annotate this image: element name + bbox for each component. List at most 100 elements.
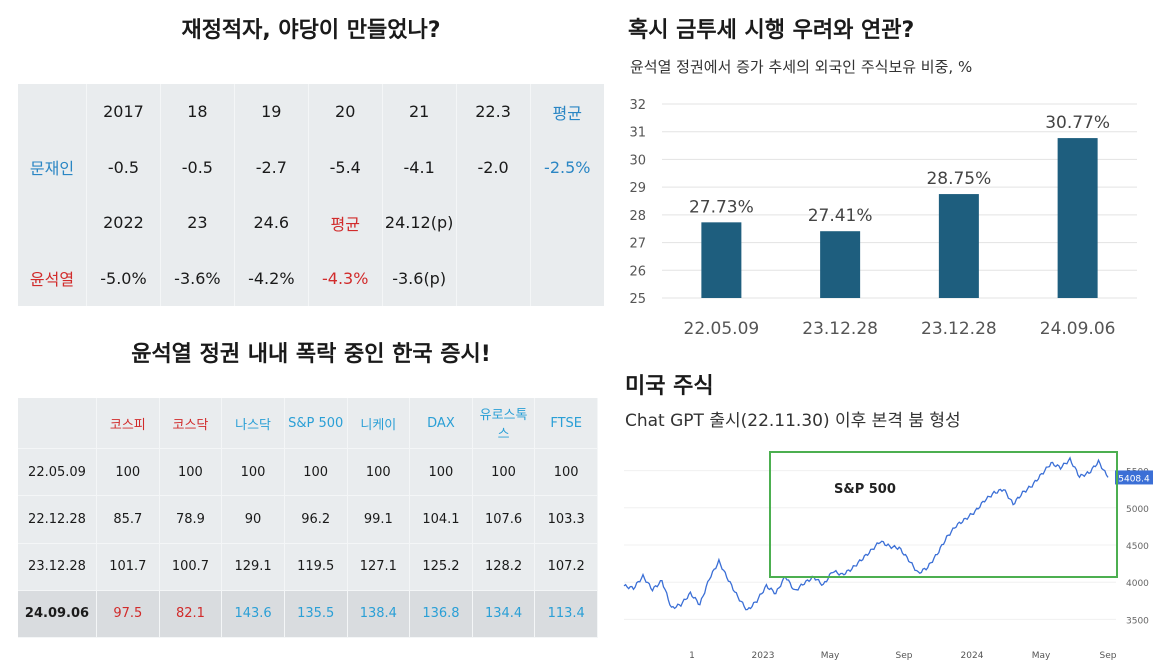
deficit-cell: 2017: [86, 84, 161, 140]
market-header-cell: FTSE: [534, 398, 598, 449]
market-cell: 107.2: [534, 543, 598, 591]
deficit-cell: -5.4: [308, 139, 383, 195]
market-cell: 119.5: [284, 543, 348, 591]
deficit-cell: -2.0: [456, 139, 531, 195]
bar-ytick-label: 25: [629, 292, 646, 307]
deficit-row: 2017 18 19 20 21 22.3 평균: [18, 84, 604, 140]
bar-ytick-label: 29: [629, 181, 646, 196]
deficit-row: 윤석열 -5.0% -3.6% -4.2% -4.3% -3.6(p): [18, 250, 604, 306]
market-cell: 113.4: [534, 590, 598, 639]
market-header-row: 코스피 코스닥 나스닥 S&P 500 니케이 DAX 유로스톡스 FTSE: [18, 398, 598, 449]
deficit-table: 2017 18 19 20 21 22.3 평균 문재인 -0.5 -0.5 -2.7 -5.4 -4.…: [18, 84, 604, 306]
bar: [1057, 138, 1098, 298]
market-cell: 100: [409, 448, 473, 497]
deficit-cell: 2022: [86, 195, 161, 251]
market-header-cell: DAX: [409, 398, 473, 449]
market-header-cell: 유로스톡스: [472, 398, 536, 449]
market-cell: 135.5: [284, 590, 348, 639]
deficit-cell: -5.0%: [86, 250, 161, 306]
deficit-cell: -3.6%: [160, 250, 235, 306]
bar: [820, 231, 861, 298]
bar-chart: 32 31 30 29 28 27 26 25 27.73% 22.05.09 27.41% 23.1…: [629, 98, 1137, 339]
market-cell: 107.6: [472, 495, 536, 544]
deficit-row: 2022 23 24.6 평균 24.12(p): [18, 195, 604, 251]
deficit-cell: [18, 84, 87, 140]
line-xtick-label: May: [821, 651, 840, 661]
bar-value-label: 30.77%: [1045, 113, 1110, 133]
market-header-cell: S&P 500: [284, 398, 348, 449]
market-cell: 104.1: [409, 495, 473, 544]
deficit-cell: 평균: [308, 195, 383, 251]
market-row: 24.09.06 97.5 82.1 143.6 135.5 138.4 136.8 134.…: [18, 590, 598, 639]
bar-ytick-label: 26: [629, 264, 646, 279]
bar-ytick-label: 31: [629, 126, 646, 141]
bar-ytick-label: 28: [629, 209, 646, 224]
line-ytick-label: 5000: [1126, 505, 1149, 515]
market-row: 23.12.28 101.7 100.7 129.1 119.5 127.1 125.2 12…: [18, 543, 598, 591]
bar-ytick-label: 27: [629, 237, 646, 252]
market-cell: 100: [347, 448, 411, 497]
market-cell: 129.1: [221, 543, 285, 591]
market-cell: 100: [534, 448, 598, 497]
deficit-cell: -2.7: [234, 139, 309, 195]
bar-chart-subtitle: 윤석열 정권에서 증가 추세의 외국인 주식보유 비중, %: [630, 58, 973, 76]
market-cell: 85.7: [96, 495, 160, 544]
market-cell: 23.12.28: [18, 543, 97, 591]
line-xtick-label: Sep: [1100, 651, 1117, 661]
deficit-cell: 24.6: [234, 195, 309, 251]
market-title: 윤석열 정권 내내 폭락 중인 한국 증시!: [131, 342, 491, 367]
deficit-cell: 문재인: [18, 139, 87, 195]
market-header-cell: [18, 398, 97, 449]
line-chart-subtitle: Chat GPT 출시(22.11.30) 이후 본격 붐 형성: [625, 411, 961, 431]
market-cell: 138.4: [347, 590, 411, 639]
deficit-cell: 평균: [552, 103, 582, 123]
market-header-cell: 코스피: [96, 398, 160, 449]
deficit-cell: 24.12(p): [382, 195, 457, 251]
market-cell: 22.05.09: [18, 448, 97, 497]
deficit-cell: 20: [308, 84, 383, 140]
bar-chart-title: 혹시 금투세 시행 우려와 연관?: [628, 18, 915, 43]
last-value-label: 5408.4: [1118, 474, 1150, 484]
market-cell: 143.6: [221, 590, 285, 639]
line-xtick-label: May: [1032, 651, 1051, 661]
line-chart-bg: [618, 448, 1156, 662]
market-cell: 103.3: [534, 495, 598, 544]
series-label: S&P 500: [834, 482, 896, 497]
bar: [938, 194, 979, 298]
market-cell: 96.2: [284, 495, 348, 544]
deficit-cell: [456, 250, 531, 306]
line-ytick-label: 4000: [1126, 579, 1149, 589]
deficit-cell: -3.6(p): [382, 250, 457, 306]
market-cell: 100: [159, 448, 223, 497]
market-header-cell: 나스닥: [221, 398, 285, 449]
bar-xtick-label: 23.12.28: [921, 319, 997, 339]
market-row: 22.05.09 100 100 100 100 100 100 100 100: [18, 448, 598, 497]
line-xtick-label: 1: [689, 651, 695, 661]
deficit-cell: [456, 195, 531, 251]
market-cell: 100: [221, 448, 285, 497]
market-cell: 128.2: [472, 543, 536, 591]
deficit-cell: -2.5%: [544, 157, 591, 177]
market-cell: 100: [472, 448, 536, 497]
deficit-cell: -4.2%: [234, 250, 309, 306]
line-ytick-label: 4500: [1126, 542, 1149, 552]
market-cell: 127.1: [347, 543, 411, 591]
market-cell: 22.12.28: [18, 495, 97, 544]
bar-xtick-label: 23.12.28: [802, 319, 878, 339]
sp500-chart: 550050004500400035005408.4S&P 50012023Ma…: [618, 448, 1156, 662]
deficit-cell: [18, 195, 87, 251]
market-cell: 100: [96, 448, 160, 497]
deficit-cell: 22.3: [456, 84, 531, 140]
deficit-row: 문재인 -0.5 -0.5 -2.7 -5.4 -4.1 -2.0 -2.5%: [18, 139, 604, 195]
market-cell: 82.1: [159, 590, 223, 639]
market-cell: 24.09.06: [18, 590, 97, 639]
bar-value-label: 27.73%: [689, 197, 754, 217]
bar-xtick-label: 24.09.06: [1040, 319, 1116, 339]
bar: [701, 222, 742, 298]
deficit-cell: 23: [160, 195, 235, 251]
deficit-cell: 19: [234, 84, 309, 140]
deficit-cell: [530, 195, 604, 251]
sp500-line: [623, 456, 1109, 611]
market-cell: 136.8: [409, 590, 473, 639]
market-cell: 90: [221, 495, 285, 544]
